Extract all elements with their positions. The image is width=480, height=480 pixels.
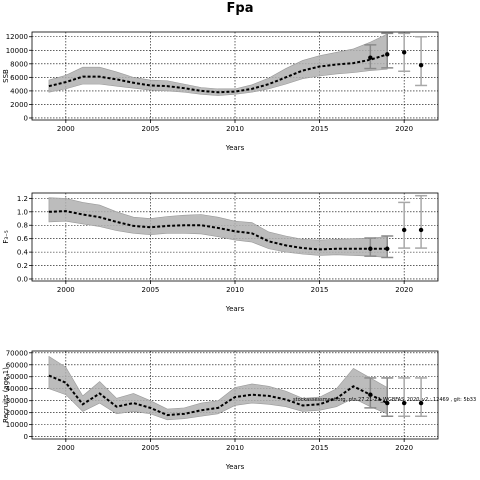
x-tick-label: 2020 — [395, 125, 413, 133]
forecast-point — [418, 400, 424, 406]
x-tick-label: 2000 — [57, 444, 75, 452]
x-axis-label: Years — [225, 305, 245, 313]
forecast-point — [401, 400, 407, 406]
forecast-point — [385, 400, 390, 406]
panel-ssb: 2000 2005 2010 2015 2020 0 2000 4000 6000 8000 100… — [2, 31, 439, 152]
y-axis-label: Recruits (age 1) — [2, 367, 10, 423]
panel-fbar: 2000 2005 2010 2015 2020 0.0 0.2 0.4 0.6 0.8 1.0 1.… — [2, 192, 439, 313]
y-tick-label: 10000 — [6, 421, 28, 429]
x-tick-label: 2010 — [226, 286, 244, 294]
forecast-point — [401, 227, 407, 233]
x-tick-label: 2015 — [311, 286, 329, 294]
x-tick-label: 2015 — [311, 444, 329, 452]
x-axis-label: Years — [225, 144, 245, 152]
y-tick-label: 60000 — [6, 361, 28, 369]
x-tick-label: 2005 — [142, 125, 160, 133]
y-tick-label: 0 — [24, 114, 28, 122]
x-tick-label: 2005 — [142, 286, 160, 294]
y-tick-label: 10000 — [6, 47, 28, 55]
figure-title: Fpa — [227, 1, 254, 16]
x-tick-label: 2020 — [395, 444, 413, 452]
estimate-line — [48, 210, 388, 251]
y-tick-label: 12000 — [6, 33, 28, 41]
y-tick-label: 0 — [24, 433, 28, 441]
x-tick-label: 2010 — [226, 444, 244, 452]
y-tick-label: 2000 — [10, 101, 28, 109]
y-tick-label: 1.0 — [17, 208, 28, 216]
source-annotation: stockassessment.org, ple.27.21-23_WGBFAS… — [293, 397, 476, 403]
y-tick-label: 0.0 — [17, 275, 28, 283]
x-axis-label: Years — [225, 463, 245, 471]
y-tick-label: 8000 — [10, 60, 28, 68]
y-tick-label: 0.6 — [17, 235, 29, 243]
estimate-line — [48, 53, 388, 94]
y-axis-label: SSB — [2, 69, 10, 83]
y-tick-label: 50000 — [6, 373, 28, 381]
forecast-point — [401, 50, 407, 55]
y-tick-label: 0.2 — [17, 262, 28, 270]
y-tick-label: 30000 — [6, 397, 28, 405]
y-tick-label: 6000 — [10, 74, 28, 82]
panel-rec: 2000 2005 2010 2015 2020 0 10000 20000 30000 4000… — [2, 349, 439, 471]
y-tick-label: 40000 — [6, 385, 28, 393]
x-tick-label: 2000 — [57, 125, 75, 133]
x-tick-label: 2015 — [311, 125, 329, 133]
y-tick-label: 0.8 — [17, 222, 28, 230]
forecast-point — [418, 227, 424, 233]
confidence-band — [48, 355, 388, 421]
y-axis-label: F₃₋₅ — [2, 230, 10, 244]
y-tick-label: 4000 — [10, 87, 28, 95]
forecast-point — [368, 392, 373, 397]
x-tick-label: 2020 — [395, 286, 413, 294]
x-tick-label: 2010 — [226, 125, 244, 133]
forecast-point — [368, 55, 373, 60]
estimate-line — [48, 374, 388, 417]
x-tick-label: 2000 — [57, 286, 75, 294]
forecast-point — [418, 62, 424, 68]
y-tick-label: 20000 — [6, 409, 28, 417]
y-tick-label: 1.2 — [17, 195, 28, 203]
x-tick-label: 2005 — [142, 444, 160, 452]
forecast-point — [385, 52, 390, 57]
y-tick-label: 70000 — [6, 349, 28, 357]
y-tick-label: 0.4 — [17, 249, 29, 257]
confidence-band — [48, 33, 388, 96]
forecast-point — [368, 246, 373, 251]
forecast-point — [385, 246, 390, 251]
